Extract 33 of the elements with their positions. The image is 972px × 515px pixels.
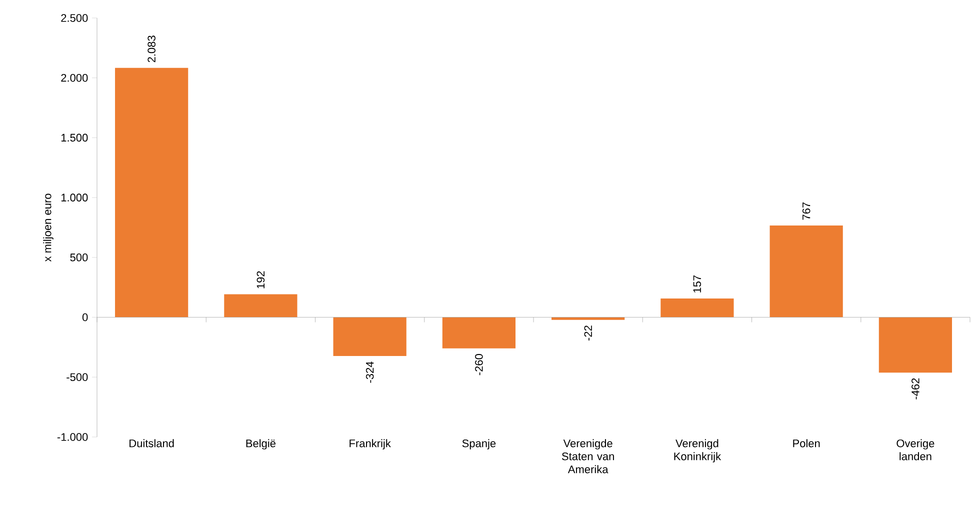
data-label: 157 [693, 275, 702, 292]
data-label: -324 [366, 362, 374, 383]
data-label: -462 [912, 378, 920, 400]
data-label: 2.083 [148, 36, 156, 62]
y-tick-label: 2.000 [61, 74, 88, 82]
x-tick-label: Spanje [462, 439, 496, 450]
bar [770, 225, 843, 318]
x-tick-label: Frankrijk [350, 439, 391, 450]
x-tick-label: Verenigde Staten van Amerika [562, 439, 614, 474]
x-tick-label: Verenigd Koninkrijk [674, 439, 722, 462]
x-tick-label: Overige landen [896, 439, 934, 460]
bar [660, 298, 734, 318]
data-label: -260 [475, 354, 483, 376]
x-tick-label: Duitsland [130, 439, 174, 448]
bar [878, 317, 952, 373]
bar [442, 317, 516, 348]
bar [224, 294, 298, 318]
bar [115, 68, 188, 318]
bar [333, 317, 406, 356]
data-label: -22 [584, 326, 592, 341]
bar [552, 317, 625, 320]
y-tick-label: 2.500 [61, 14, 88, 22]
y-tick-label: 1.500 [61, 134, 88, 142]
y-tick-label: -1.000 [57, 433, 88, 441]
x-tick-label: België [246, 439, 276, 450]
y-tick-label: -500 [66, 373, 88, 382]
y-axis-title: x miljoen euro [43, 194, 54, 262]
y-tick-label: 1.000 [61, 194, 88, 202]
data-label: 767 [802, 202, 810, 220]
y-tick-label: 500 [70, 254, 88, 262]
x-tick-label: Polen [793, 439, 820, 448]
y-tick-label: 0 [82, 313, 88, 322]
data-label: 192 [256, 271, 265, 288]
